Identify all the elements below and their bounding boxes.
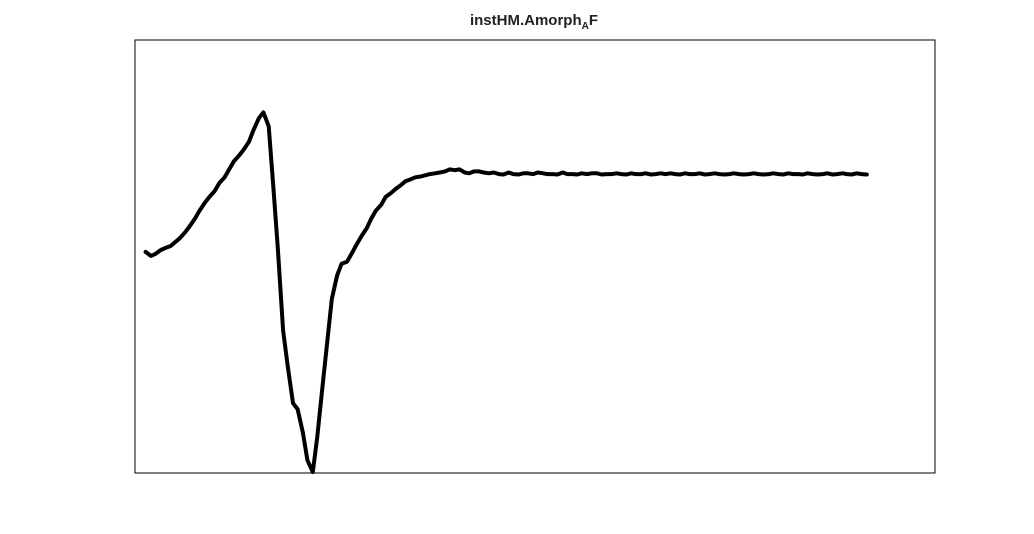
series-layer — [143, 110, 869, 474]
plot-area-box — [134, 39, 936, 474]
chart-title: instHM.AmorphAF — [0, 12, 1034, 32]
series-line-0 — [143, 110, 869, 474]
chart-title-subscript: A — [581, 21, 589, 32]
chart-title-main: instHM.Amorph — [469, 12, 582, 29]
chart-title-suffix: F — [588, 12, 599, 29]
